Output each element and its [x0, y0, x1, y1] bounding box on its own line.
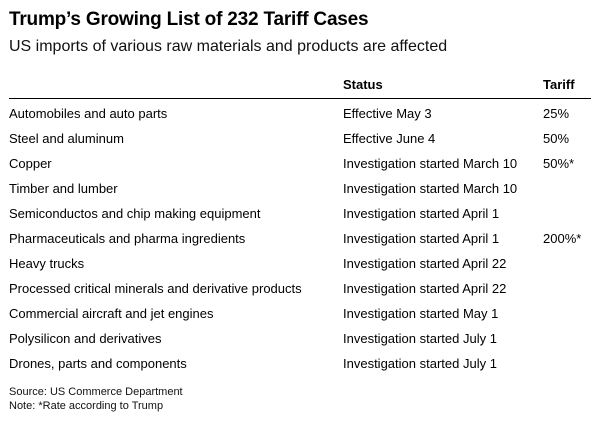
tariff-table: Status Tariff Automobiles and auto parts… [9, 71, 591, 376]
cell-status: Investigation started April 22 [343, 281, 507, 296]
cell-tariff: 50% [543, 131, 570, 146]
cell-tariff [543, 201, 591, 226]
table-row: Drones, parts and components Investigatio… [9, 351, 591, 376]
cell-status: Investigation started May 1 [343, 306, 499, 321]
cell-tariff [543, 351, 591, 376]
column-header-tariff: Tariff [543, 71, 591, 99]
cell-tariff: 200%* [543, 231, 582, 246]
table-row: Timber and lumber Investigation started M… [9, 176, 591, 201]
cell-tariff: 25% [543, 106, 570, 121]
cell-item: Heavy trucks [9, 256, 85, 271]
cell-item: Timber and lumber [9, 181, 118, 196]
cell-item: Commercial aircraft and jet engines [9, 306, 214, 321]
chart-title: Trump’s Growing List of 232 Tariff Cases [9, 9, 369, 30]
column-header-status: Status [343, 71, 543, 99]
cell-item: Pharmaceuticals and pharma ingredients [9, 231, 246, 246]
table-row: Commercial aircraft and jet engines Inves… [9, 301, 591, 326]
table-header-row: Status Tariff [9, 71, 591, 99]
cell-status: Investigation started March 10 [343, 181, 518, 196]
footnote: Note: *Rate according to Trump [9, 400, 164, 412]
chart-subtitle: US imports of various raw materials and … [9, 38, 448, 55]
cell-status: Effective June 4 [343, 131, 436, 146]
cell-tariff: 50%* [543, 156, 575, 171]
table-row: Pharmaceuticals and pharma ingredients In… [9, 226, 591, 251]
table-row: Steel and aluminum Effective June 4 50% [9, 126, 591, 151]
chart-footer: Source: US Commerce Department Note: *Ra… [9, 385, 183, 413]
table-row: Heavy trucks Investigation started April … [9, 251, 591, 276]
cell-item: Steel and aluminum [9, 131, 124, 146]
cell-item: Polysilicon and derivatives [9, 331, 162, 346]
cell-status: Investigation started April 1 [343, 231, 500, 246]
chart-container: Trump’s Growing List of 232 Tariff Cases… [9, 8, 591, 376]
column-header-item [9, 71, 343, 99]
table-row: Semiconductos and chip making equipment I… [9, 201, 591, 226]
cell-tariff [543, 251, 591, 276]
table-body: Automobiles and auto parts Effective May … [9, 99, 591, 377]
cell-item: Copper [9, 156, 52, 171]
cell-status: Effective May 3 [343, 106, 432, 121]
cell-status: Investigation started March 10 [343, 156, 518, 171]
cell-status: Investigation started July 1 [343, 331, 497, 346]
cell-tariff [543, 176, 591, 201]
cell-item: Semiconductos and chip making equipment [9, 206, 261, 221]
cell-item: Drones, parts and components [9, 356, 187, 371]
cell-status: Investigation started April 22 [343, 256, 507, 271]
cell-item: Automobiles and auto parts [9, 106, 168, 121]
cell-tariff [543, 276, 591, 301]
cell-tariff [543, 301, 591, 326]
table-row: Automobiles and auto parts Effective May … [9, 99, 591, 127]
source-note: Source: US Commerce Department [9, 386, 183, 398]
table-row: Copper Investigation started March 10 50%* [9, 151, 591, 176]
cell-status: Investigation started April 1 [343, 206, 500, 221]
cell-tariff [543, 326, 591, 351]
cell-status: Investigation started July 1 [343, 356, 497, 371]
table-row: Polysilicon and derivatives Investigation… [9, 326, 591, 351]
table-row: Processed critical minerals and derivati… [9, 276, 591, 301]
cell-item: Processed critical minerals and derivati… [9, 281, 302, 296]
